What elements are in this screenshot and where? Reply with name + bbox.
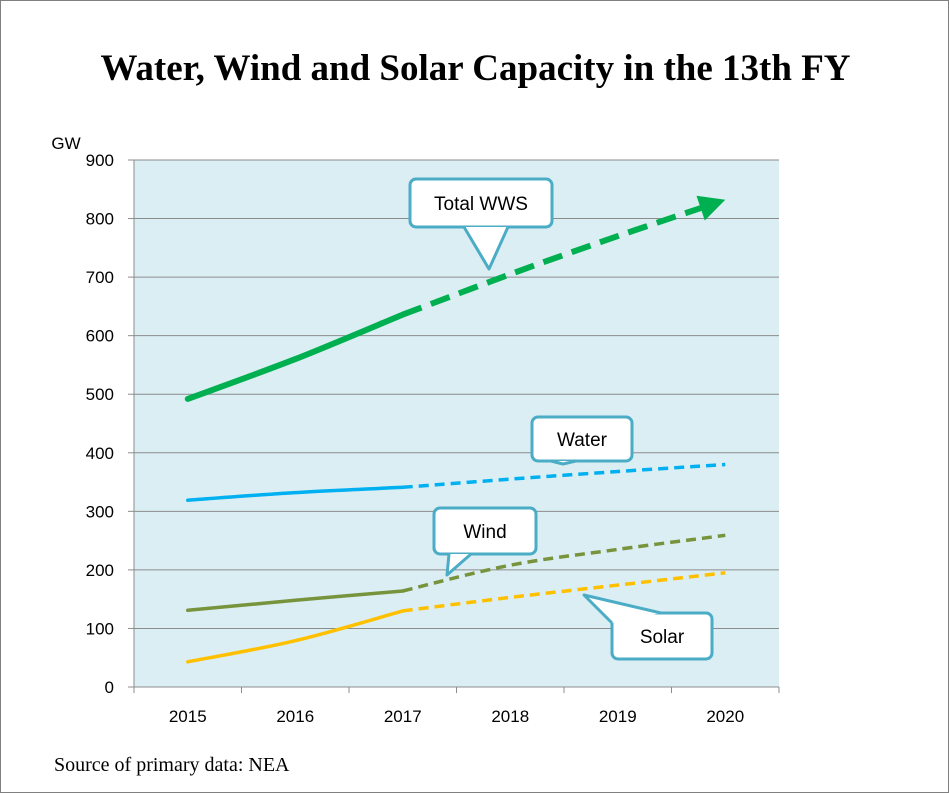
callout-total-wws-tail-fill [464,227,508,269]
series-water-actual-line [186,485,405,502]
chart-title: Water, Wind and Solar Capacity in the 13… [100,48,851,89]
callout-solar-tail-fill [584,595,661,623]
y-axis-label: GW [51,134,80,153]
y-tick-label: 500 [86,385,114,404]
y-tick-label: 100 [86,619,114,638]
x-tick-label: 2016 [276,707,314,726]
y-tick-label: 200 [86,561,114,580]
callout-water-box [530,415,634,463]
callout-wind-tail [445,552,472,577]
callout-water-tail [550,459,577,466]
y-tick-label: 800 [86,210,114,229]
series-solar-projected-line [402,571,726,613]
x-tick-label: 2015 [169,707,207,726]
x-tick-label: 2020 [706,707,744,726]
series-total-wws-projected-line [401,204,704,318]
y-tick-label: 400 [86,444,114,463]
x-tick-label: 2017 [384,707,422,726]
series-wind-actual-line [186,589,405,613]
series-total-wws-actual-line [184,311,406,402]
callout-total-wws-label: Total WWS [434,194,528,215]
callout-solar-tail [582,593,662,625]
y-tick-label: 700 [86,268,114,287]
callout-solar-box [610,611,714,661]
source-note: Source of primary data: NEA [54,754,290,776]
series-wind-projected-line [402,533,726,593]
y-tick-label: 900 [86,151,114,170]
y-tick-label: 600 [86,327,114,346]
callout-solar-label: Solar [640,627,685,648]
y-tick-label: 0 [105,678,114,697]
callout-wind-box [432,506,538,556]
callout-total-wws-tail [462,226,510,271]
x-tick-label: 2018 [491,707,529,726]
x-tick-label: 2019 [599,707,637,726]
plot-area [134,160,779,687]
callout-water-label: Water [557,430,608,451]
callout-wind-label: Wind [463,522,506,543]
series-total-wws-arrowhead [696,195,726,221]
series-solar-actual-line [186,609,405,664]
series-water-projected-line [402,462,726,490]
y-tick-label: 300 [86,502,114,521]
